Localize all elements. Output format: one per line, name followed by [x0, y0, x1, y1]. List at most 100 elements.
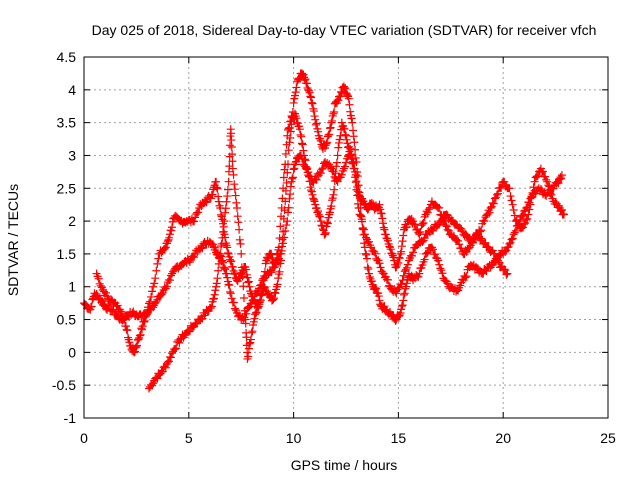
data-point — [345, 100, 354, 109]
data-point — [380, 302, 389, 311]
data-point — [343, 139, 352, 148]
data-point — [301, 75, 310, 84]
data-point — [270, 294, 279, 303]
data-point — [245, 339, 254, 348]
data-point — [149, 282, 158, 291]
data-point — [357, 212, 366, 221]
data-point — [557, 171, 566, 180]
data-point — [388, 251, 397, 260]
x-tick-label: 0 — [80, 430, 88, 446]
data-point — [316, 134, 325, 143]
data-point — [217, 239, 226, 248]
y-tick-label: 3.5 — [57, 115, 77, 131]
data-point — [441, 221, 450, 230]
data-point — [214, 192, 223, 201]
data-point — [223, 248, 232, 257]
data-point — [242, 333, 251, 342]
data-point — [477, 226, 486, 235]
data-point — [374, 292, 383, 301]
data-point — [125, 338, 134, 347]
data-point — [542, 175, 551, 184]
data-point — [397, 302, 406, 311]
data-point — [219, 219, 228, 228]
data-point — [323, 132, 332, 141]
data-point — [281, 149, 290, 158]
data-point — [207, 302, 216, 311]
data-point — [505, 239, 514, 248]
data-point — [138, 322, 147, 331]
data-point — [353, 182, 362, 191]
data-point — [247, 290, 256, 299]
data-point — [260, 267, 269, 276]
data-point — [229, 298, 238, 307]
data-point — [280, 165, 289, 174]
data-point — [506, 238, 515, 247]
data-point — [422, 249, 431, 258]
data-point — [317, 221, 326, 230]
data-point — [212, 183, 221, 192]
gridlines — [84, 57, 608, 418]
data-point — [326, 123, 335, 132]
data-point — [244, 277, 253, 286]
data-point — [353, 187, 362, 196]
data-point — [311, 120, 320, 129]
data-point — [213, 274, 222, 283]
data-point — [274, 274, 283, 283]
data-point — [314, 210, 323, 219]
data-point — [423, 208, 432, 217]
data-point — [289, 165, 298, 174]
data-point — [501, 247, 510, 256]
data-point — [227, 142, 236, 151]
data-point — [124, 333, 133, 342]
data-point — [162, 282, 171, 291]
data-point — [408, 251, 417, 260]
data-point — [351, 153, 360, 162]
data-point — [323, 218, 332, 227]
data-point — [311, 115, 320, 124]
data-point — [308, 190, 317, 199]
data-point — [314, 127, 323, 136]
data-point — [209, 294, 218, 303]
data-point — [224, 280, 233, 289]
data-point — [304, 86, 313, 95]
data-point — [230, 185, 239, 194]
data-point — [279, 184, 288, 193]
data-point — [290, 164, 299, 173]
data-point — [312, 175, 321, 184]
data-point — [522, 215, 531, 224]
data-point — [239, 293, 248, 302]
data-point — [309, 195, 318, 204]
data-point — [308, 99, 317, 108]
data-point — [226, 141, 235, 150]
data-point — [316, 136, 325, 145]
y-tick-label: 3 — [68, 147, 76, 163]
data-point — [346, 107, 355, 116]
data-point — [362, 254, 371, 263]
data-point — [223, 243, 232, 252]
data-point — [300, 151, 309, 160]
data-point — [379, 219, 388, 228]
data-point — [143, 303, 152, 312]
data-point — [493, 189, 502, 198]
data-point — [327, 202, 336, 211]
data-point — [167, 226, 176, 235]
data-point — [485, 208, 494, 217]
data-point — [379, 223, 388, 232]
data-point — [340, 162, 349, 171]
data-point — [455, 240, 464, 249]
data-point — [316, 217, 325, 226]
data-point — [386, 243, 395, 252]
data-point — [356, 211, 365, 220]
data-point — [348, 159, 357, 168]
data-point — [335, 138, 344, 147]
data-point — [392, 289, 401, 298]
data-point — [336, 92, 345, 101]
data-point — [288, 173, 297, 182]
data-point — [291, 88, 300, 97]
data-point — [316, 169, 325, 178]
data-point — [281, 226, 290, 235]
data-point — [223, 273, 232, 282]
data-point — [340, 124, 349, 133]
data-point — [193, 319, 202, 328]
data-point — [135, 331, 144, 340]
